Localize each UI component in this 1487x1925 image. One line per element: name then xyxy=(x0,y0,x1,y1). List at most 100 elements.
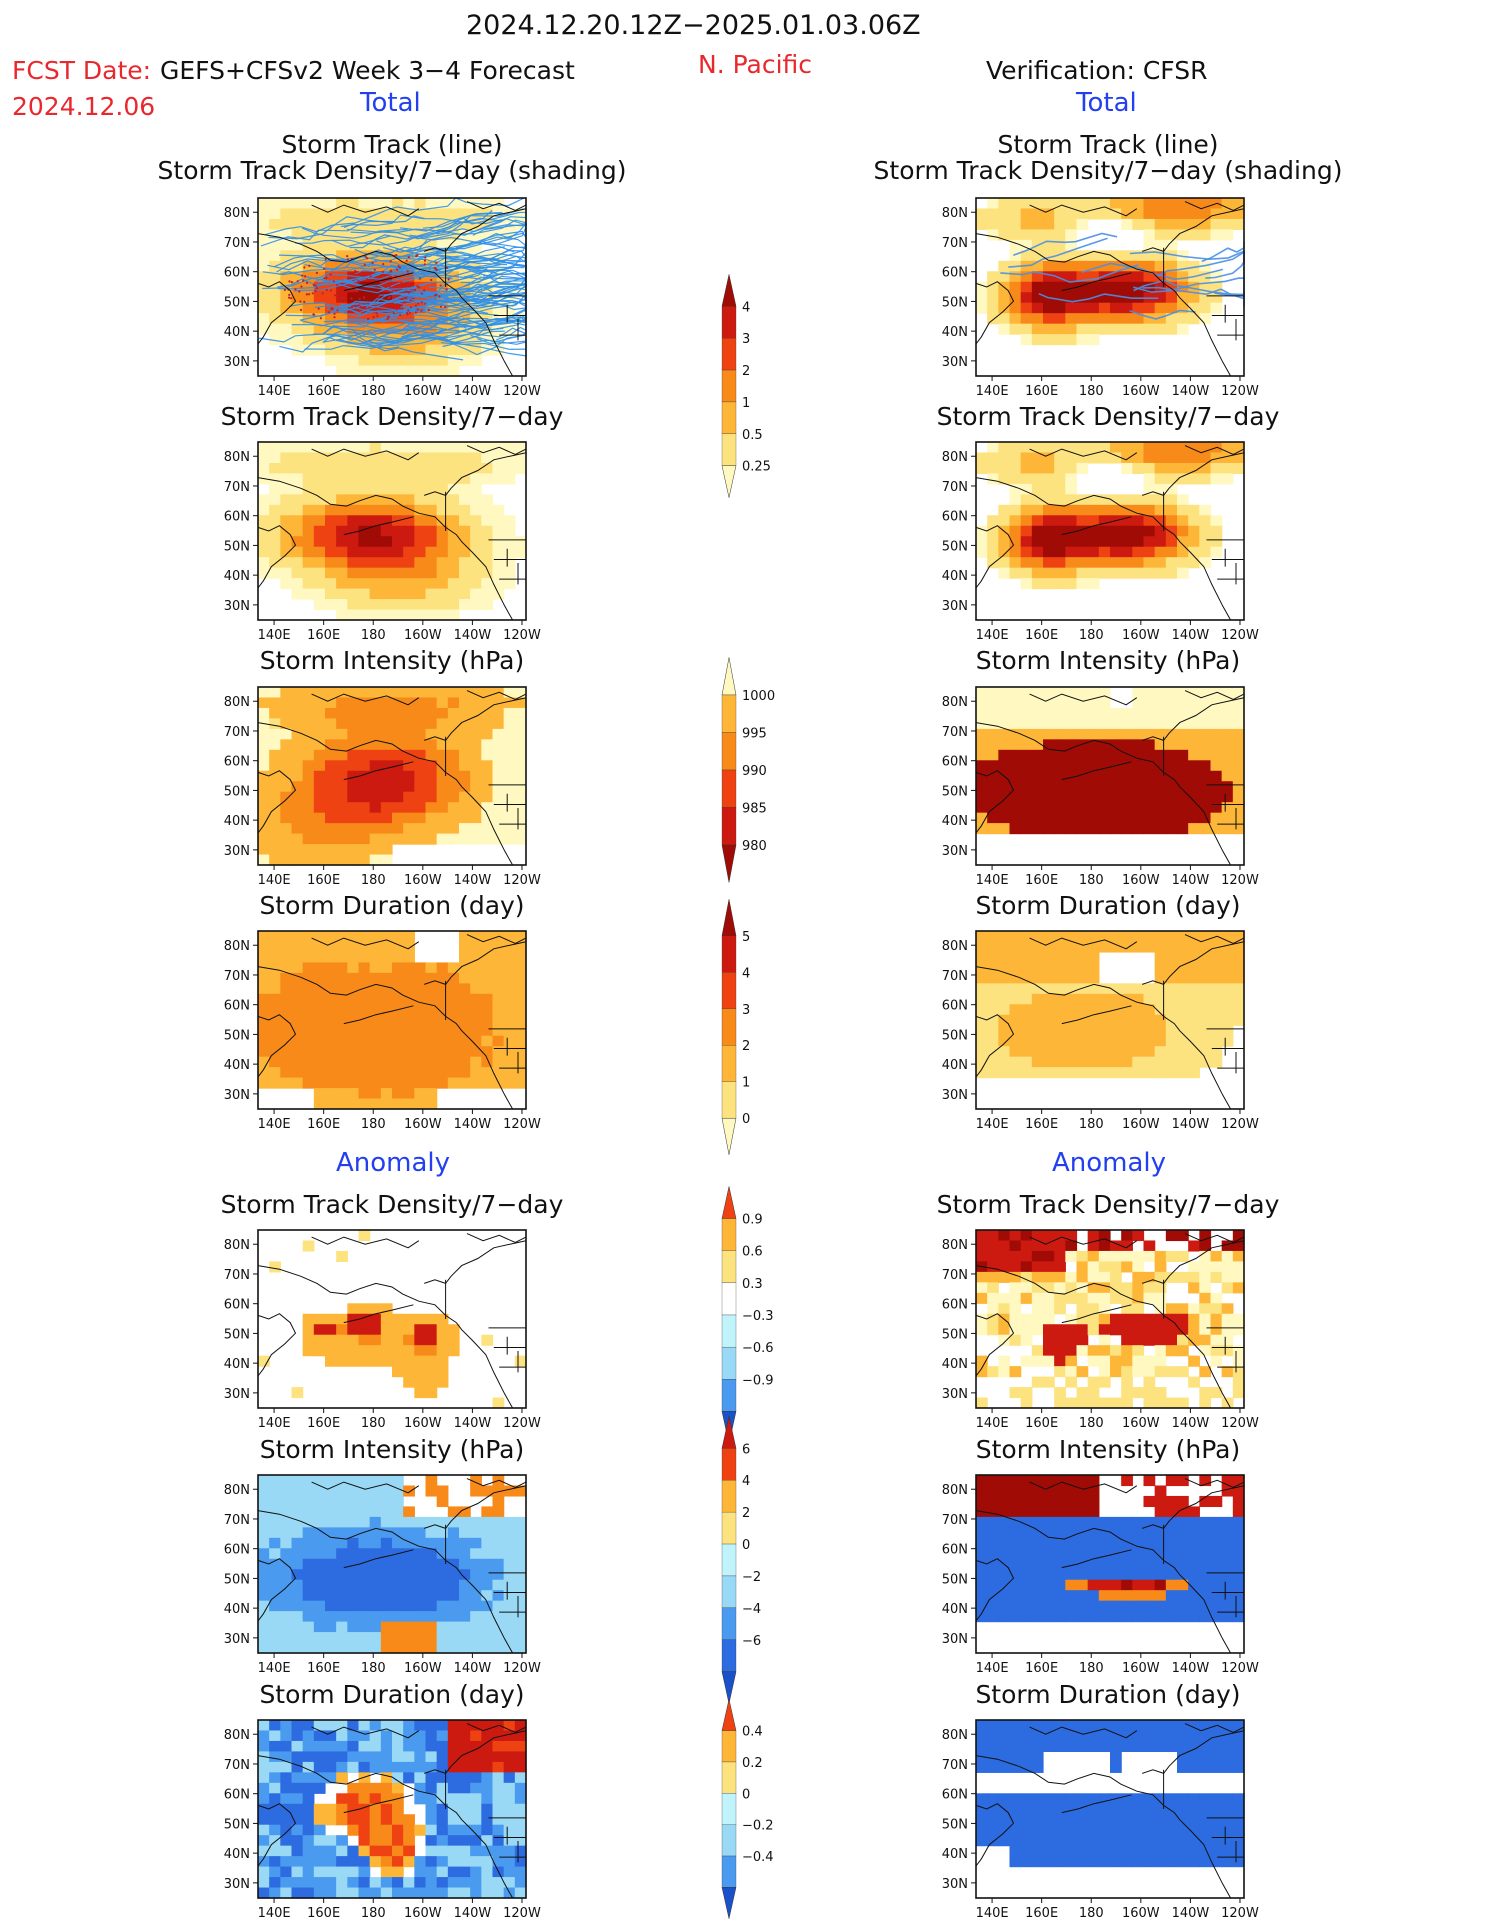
lon-tick-label: 140W xyxy=(1172,1117,1210,1132)
grid-cell xyxy=(403,229,415,241)
storm-track-point xyxy=(408,311,412,314)
grid-cell xyxy=(1177,993,1189,1005)
grid-cell xyxy=(1165,697,1178,709)
grid-cell xyxy=(403,962,415,974)
grid-cell xyxy=(380,452,393,464)
storm-track-point xyxy=(398,307,401,310)
lon-tick-label: 140W xyxy=(1172,1661,1210,1676)
grid-cell xyxy=(976,1250,988,1263)
grid-cell xyxy=(436,1334,449,1346)
grid-cell xyxy=(1221,1548,1234,1560)
grid-cell xyxy=(1165,483,1178,495)
grid-cell xyxy=(302,1590,315,1602)
grid-cell xyxy=(436,609,449,621)
grid-cell xyxy=(1188,749,1200,761)
grid-cell xyxy=(1043,1313,1055,1325)
grid-cell xyxy=(280,1579,293,1591)
grid-cell xyxy=(481,292,494,304)
grid-cell xyxy=(1154,313,1167,325)
grid-cell xyxy=(447,588,460,600)
grid-cell xyxy=(392,1527,404,1539)
grid-cell xyxy=(1087,951,1100,964)
grid-cell xyxy=(403,739,415,751)
grid-cell xyxy=(1065,1056,1078,1068)
grid-cell xyxy=(976,1590,988,1602)
coastlines xyxy=(257,690,527,866)
grid-cell xyxy=(447,442,460,454)
grid-cell xyxy=(492,1793,505,1805)
grid-cell xyxy=(1087,739,1100,751)
grid-cell xyxy=(1165,473,1178,485)
grid-cell xyxy=(1098,208,1111,220)
grid-cell xyxy=(403,770,415,782)
grid-cell xyxy=(1087,1475,1100,1487)
grid-cell xyxy=(1143,1014,1156,1026)
lon-tick-label: 120W xyxy=(1221,1416,1259,1431)
grid-cell xyxy=(1221,218,1234,231)
grid-cell xyxy=(1210,1035,1223,1047)
grid-cell xyxy=(347,739,360,751)
grid-cell xyxy=(269,271,281,283)
grid-cell xyxy=(369,1600,382,1612)
grid-cell xyxy=(403,1506,415,1518)
grid-cell xyxy=(1154,483,1167,495)
grid-cell xyxy=(1165,292,1178,304)
grid-cell xyxy=(1031,525,1044,537)
grid-cell xyxy=(1121,1537,1133,1549)
grid-cell xyxy=(447,1590,460,1602)
grid-cell xyxy=(470,1590,482,1602)
grid-cell xyxy=(1054,993,1066,1005)
grid-cell xyxy=(269,728,281,740)
grid-cell xyxy=(1087,931,1100,943)
lat-tick-label: 30N xyxy=(942,1632,968,1647)
grid-cell xyxy=(1232,983,1245,995)
grid-cell xyxy=(425,1590,438,1602)
grid-cell xyxy=(1076,1835,1089,1847)
grid-cell xyxy=(1177,313,1189,325)
grid-cell xyxy=(481,697,494,709)
grid-cell xyxy=(358,1088,371,1100)
grid-cell xyxy=(1076,1485,1089,1497)
grid-cell xyxy=(1221,1590,1234,1602)
grid-cell xyxy=(1020,1600,1033,1612)
grid-cell xyxy=(1221,1334,1234,1346)
grid-cell xyxy=(1076,1600,1089,1612)
grid-cell xyxy=(369,1569,382,1581)
grid-cell xyxy=(998,1366,1011,1378)
grid-cell xyxy=(1154,567,1167,579)
storm-track-point xyxy=(416,308,419,311)
storm-track-point xyxy=(308,264,311,267)
grid-cell xyxy=(425,972,438,984)
grid-cell xyxy=(1177,546,1189,558)
grid-cell xyxy=(1110,749,1122,761)
grid-cell xyxy=(302,1642,315,1654)
grid-cell xyxy=(392,1506,404,1518)
grid-cell xyxy=(1087,557,1100,569)
grid-cell xyxy=(269,931,281,943)
grid-cell xyxy=(369,452,382,464)
grid-cell xyxy=(1199,697,1212,709)
grid-cell xyxy=(1043,1537,1055,1549)
grid-cell xyxy=(1121,739,1133,751)
grid-cell xyxy=(1221,1240,1234,1252)
grid-cell xyxy=(414,578,427,590)
grid-cell xyxy=(987,1824,999,1836)
grid-cell xyxy=(280,1025,293,1037)
grid-cell xyxy=(436,1856,449,1868)
grid-cell xyxy=(1188,292,1200,304)
grid-cell xyxy=(1054,749,1066,761)
grid-cell xyxy=(436,442,449,454)
lat-tick-label: 50N xyxy=(942,1327,968,1342)
grid-cell xyxy=(470,1866,482,1878)
grid-cell xyxy=(1087,1824,1100,1836)
storm-track-point xyxy=(403,301,406,304)
grid-cell xyxy=(1009,536,1022,548)
grid-cell xyxy=(325,972,337,984)
grid-cell xyxy=(369,1579,382,1591)
grid-cell xyxy=(447,1516,460,1528)
shading-cells xyxy=(258,687,527,866)
grid-cell xyxy=(459,941,471,953)
grid-cell xyxy=(436,993,449,1005)
